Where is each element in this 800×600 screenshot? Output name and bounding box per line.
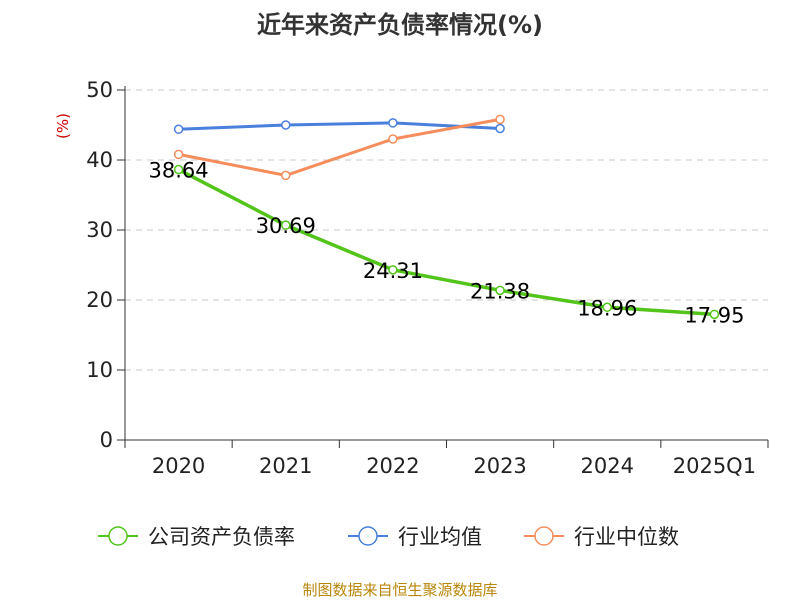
data-label: 17.95 [684,303,744,327]
legend-label: 行业均值 [398,525,482,549]
data-point [709,309,720,320]
gridlines [125,89,768,371]
series-group [173,114,720,320]
x-tick-label: 2024 [581,454,634,478]
legend-label: 行业中位数 [574,525,679,549]
legend-label: 公司资产负债率 [148,525,295,549]
y-tick-label: 40 [86,148,113,172]
data-point [173,124,184,134]
data-point [281,120,291,130]
x-tick-label: 2023 [473,454,526,478]
axes: 0 10 20 30 40 50 2020 2021 2022 2023 2024 2025Q1 [86,78,769,478]
data-label: 30.69 [256,214,316,238]
legend-item: 行业均值 [348,525,482,549]
series-1 [173,118,505,134]
x-tick-label: 2022 [366,454,419,478]
data-point [495,123,505,134]
legend-swatch-marker [534,526,554,546]
y-tick-label: 20 [86,288,113,312]
legend-item: 行业中位数 [524,525,679,549]
x-tick-label: 2020 [152,454,205,478]
series-line [178,121,501,131]
x-tick-label: 2021 [259,454,312,478]
source-note: 制图数据来自恒生聚源数据库 [302,581,497,599]
x-tick-label: 2025Q1 [673,454,756,478]
data-point [602,302,612,313]
data-label: 21.38 [470,279,530,303]
y-tick-label: 10 [86,358,113,382]
y-axis-label: (%) [54,113,72,139]
chart-title: 近年来资产负债率情况(%) [257,11,543,39]
series-line [177,167,715,317]
legend-swatch-marker [358,526,378,546]
y-tick-label: 30 [86,218,113,242]
series-0 [173,164,720,320]
legend-item: 公司资产负债率 [98,525,295,549]
data-point [388,118,398,128]
data-label: 24.31 [363,259,423,283]
data-point [388,134,398,144]
data-point [281,170,291,181]
data-point [495,114,505,125]
data-point [388,265,398,275]
legend-swatch-marker [108,526,128,546]
data-label: 38.64 [149,159,209,183]
data-labels: 38.64 30.69 24.31 21.38 18.96 17.95 [149,159,745,328]
y-tick-label: 0 [100,428,113,452]
series-line [178,117,501,177]
y-tick-label: 50 [86,78,113,102]
data-point [495,285,505,296]
data-point [173,164,184,175]
series-2 [173,114,505,181]
data-point [281,220,291,230]
data-point [173,149,184,160]
data-label: 18.96 [577,296,637,320]
legend: 公司资产负债率 行业均值 行业中位数 [98,525,679,549]
